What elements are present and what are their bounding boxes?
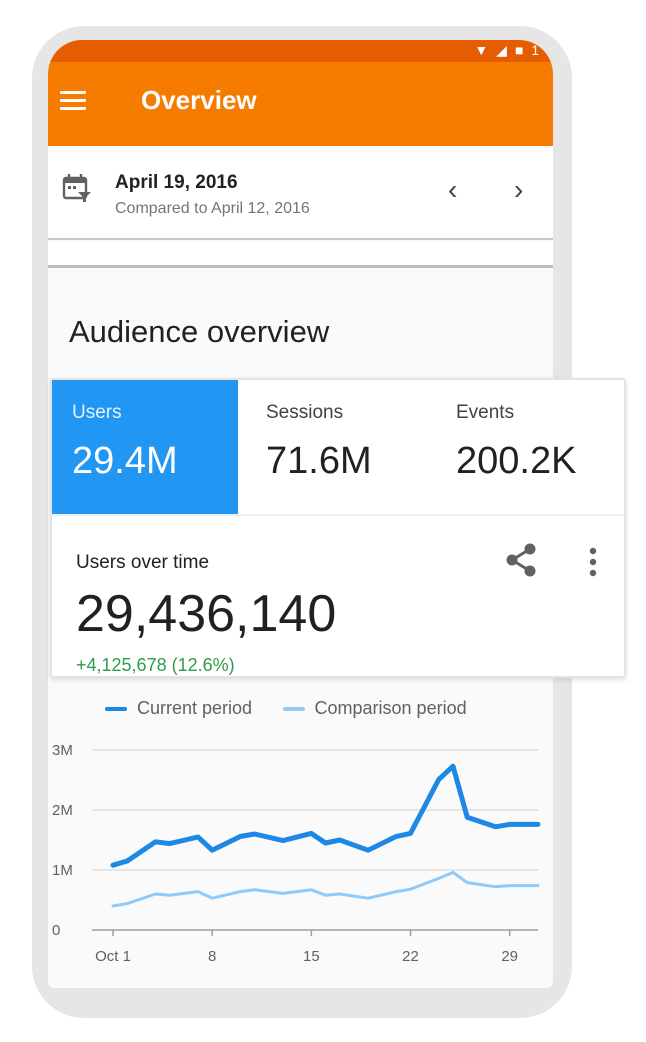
x-tick-label: 15: [303, 948, 320, 965]
divider-strip: [48, 242, 553, 268]
users-over-time-label: Users over time: [76, 552, 210, 573]
previous-date-button[interactable]: ‹: [448, 174, 458, 205]
x-tick-label: Oct 1: [95, 948, 131, 965]
metric-tab-events[interactable]: Events 200.2K: [436, 380, 624, 514]
legend-current-period: Current period: [105, 698, 252, 719]
share-icon[interactable]: [504, 542, 538, 578]
selected-date: April 19, 2016: [115, 172, 238, 193]
users-change: +4,125,678 (12.6%): [76, 655, 235, 675]
battery-icon: ■: [514, 42, 532, 58]
metrics-card: Users 29.4M Sessions 71.6M Events 200.2K…: [50, 378, 626, 678]
wifi-icon: ▼: [474, 42, 497, 58]
more-options-icon[interactable]: [588, 546, 598, 578]
metric-label: Events: [456, 402, 515, 423]
comparison-date: Compared to April 12, 2016: [115, 200, 310, 217]
metric-value: 71.6M: [266, 440, 372, 482]
calendar-filter-icon[interactable]: [62, 172, 92, 204]
metric-tab-users[interactable]: Users 29.4M: [52, 380, 238, 514]
y-tick-label: 0: [52, 922, 60, 939]
status-time: 12: [531, 42, 553, 58]
metric-tab-sessions[interactable]: Sessions 71.6M: [246, 380, 436, 514]
y-tick-label: 2M: [52, 802, 73, 819]
users-line-chart: 0 1M 2M 3M Oct 1 8 15 22 29: [52, 742, 541, 965]
metric-value: 29.4M: [72, 440, 178, 482]
y-tick-label: 3M: [52, 742, 73, 759]
app-title: Overview: [141, 85, 257, 115]
card-separator: [52, 514, 624, 516]
metric-label: Sessions: [266, 402, 344, 423]
audience-overview-title: Audience overview: [69, 314, 330, 349]
app-bar: Overview: [48, 62, 553, 146]
x-tick-label: 22: [402, 948, 419, 965]
chart-legend: Current period Comparison period: [105, 698, 493, 718]
legend-swatch-comparison: [282, 707, 305, 712]
legend-comparison-period: Comparison period: [282, 698, 467, 719]
comparison-period-line: [111, 870, 540, 908]
y-tick-label: 1M: [52, 862, 73, 879]
signal-icon: ◢: [496, 42, 515, 58]
status-icons: ▼◢■12: [474, 42, 553, 59]
x-tick-label: 8: [208, 948, 216, 965]
metric-label: Users: [72, 402, 122, 423]
status-bar: ▼◢■12: [48, 40, 553, 62]
menu-icon[interactable]: [60, 91, 86, 111]
legend-label: Current period: [137, 698, 253, 718]
users-over-time-value: 29,436,140: [76, 585, 337, 643]
current-period-line: [110, 763, 541, 868]
date-range-bar[interactable]: April 19, 2016 Compared to April 12, 201…: [48, 146, 553, 240]
metric-value: 200.2K: [456, 440, 577, 482]
next-date-button[interactable]: ›: [514, 174, 524, 205]
legend-label: Comparison period: [314, 698, 467, 718]
legend-swatch-current: [105, 707, 127, 712]
x-tick-label: 29: [501, 948, 518, 965]
